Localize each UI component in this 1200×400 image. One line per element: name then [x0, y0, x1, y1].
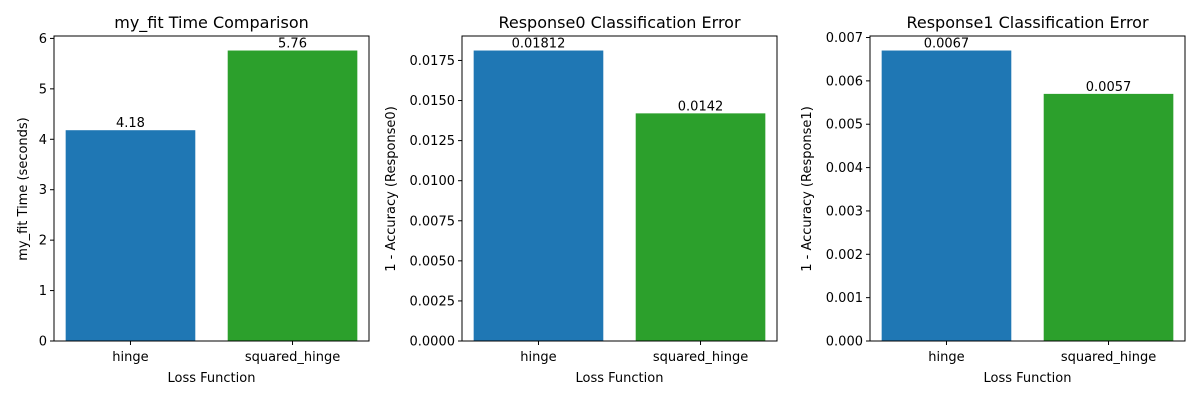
axes-frame — [869, 35, 1186, 342]
data-label: 5.76 — [278, 37, 307, 52]
y-tick-label: 2 — [39, 234, 47, 249]
chart-panel-3: Response1 Classification Error Loss Func… — [800, 13, 1186, 386]
chart-panel-1: my_fit Time Comparison Loss Function my_… — [16, 13, 370, 386]
y-tick-label: 0.0150 — [410, 94, 456, 109]
y-tick-label: 0.0075 — [410, 214, 456, 229]
chart-title-1: my_fit Time Comparison — [114, 13, 309, 33]
x-axis-label-2: Loss Function — [576, 371, 664, 386]
x-tick-label: hinge — [520, 350, 556, 365]
y-tick-label: 0.0025 — [410, 294, 456, 309]
x-tick-label: squared_hinge — [653, 350, 748, 365]
x-tick-label: hinge — [112, 350, 148, 365]
plot-area-3: 0.000 0.001 0.002 0.003 0.004 0.005 0.006 0.007… — [826, 31, 1186, 365]
chart-panel-2: Response0 Classification Error Loss Func… — [384, 13, 778, 386]
x-axis-label-3: Loss Function — [984, 371, 1072, 386]
data-label: 4.18 — [116, 116, 145, 131]
bar — [227, 50, 358, 342]
x-axis-label-1: Loss Function — [168, 371, 256, 386]
y-axis-label-3: 1 - Accuracy (Response1) — [800, 106, 815, 272]
data-label: 0.0067 — [924, 37, 970, 52]
x-tick-label: squared_hinge — [1061, 350, 1156, 365]
y-tick-label: 0.0100 — [410, 174, 456, 189]
y-tick-label: 0 — [39, 335, 47, 350]
y-tick-label: 5 — [39, 82, 47, 97]
y-tick-label: 0.0000 — [410, 335, 456, 350]
y-tick-label: 0.005 — [826, 118, 863, 133]
y-tick-label: 0.001 — [826, 291, 863, 306]
y-tick-label: 6 — [39, 32, 47, 47]
x-tick-label: squared_hinge — [245, 350, 340, 365]
y-tick-label: 0.002 — [826, 248, 863, 263]
y-tick-label: 0.003 — [826, 204, 863, 219]
data-label: 0.0057 — [1086, 80, 1132, 95]
plot-area-2: 0.0000 0.0025 0.0050 0.0075 0.0100 0.0125 0.01… — [410, 35, 778, 365]
y-tick-label: 0.004 — [826, 161, 863, 176]
chart-title-2: Response0 Classification Error — [498, 13, 740, 32]
y-tick-label: 0.000 — [826, 335, 863, 350]
y-axis-label-1: my_fit Time (seconds) — [16, 117, 31, 261]
y-tick-label: 3 — [39, 183, 47, 198]
bar — [881, 50, 1012, 342]
plot-area-1: 0 1 2 3 4 5 6 hinge 4.18 squared_hinge 5.76 — [39, 32, 370, 365]
data-label: 0.0142 — [678, 99, 724, 114]
y-tick-label: 4 — [39, 133, 47, 148]
y-tick-label: 0.007 — [826, 31, 863, 46]
y-tick-label: 0.0175 — [410, 54, 456, 69]
y-tick-label: 1 — [39, 284, 47, 299]
y-tick-label: 0.0050 — [410, 254, 456, 269]
axes-frame — [461, 35, 778, 342]
bar — [473, 50, 604, 342]
axes-frame — [53, 35, 370, 342]
bar — [1043, 93, 1174, 341]
data-label: 0.01812 — [512, 37, 566, 52]
y-tick-label: 0.006 — [826, 74, 863, 89]
y-tick-label: 0.0125 — [410, 134, 456, 149]
bar — [635, 113, 766, 341]
bar — [65, 130, 196, 341]
x-tick-label: hinge — [928, 350, 964, 365]
y-axis-label-2: 1 - Accuracy (Response0) — [384, 106, 399, 272]
chart-title-3: Response1 Classification Error — [906, 13, 1148, 32]
